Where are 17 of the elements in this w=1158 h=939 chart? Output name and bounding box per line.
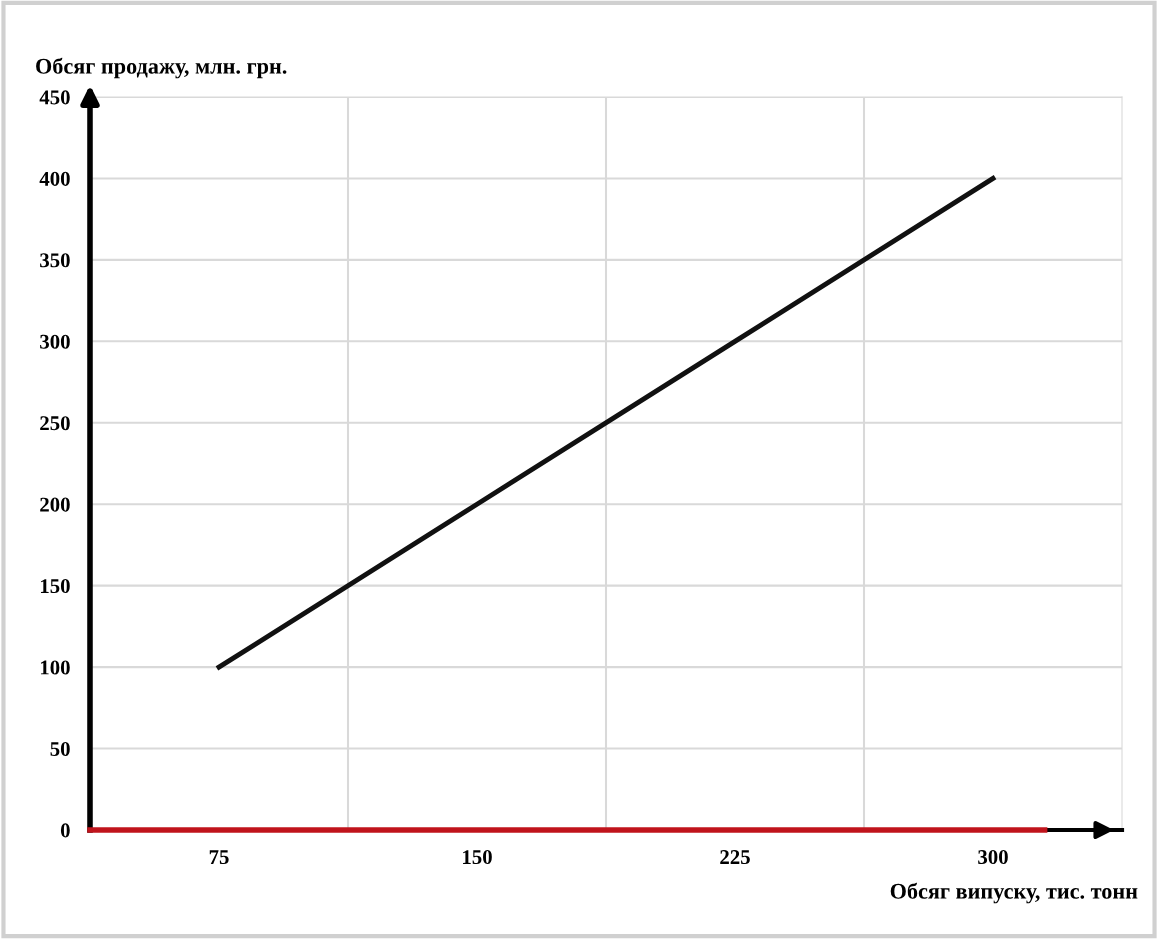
x-axis-title: Обсяг випуску, тис. тонн — [890, 882, 1138, 904]
x-tick-label: 225 — [720, 850, 750, 865]
x-tick-label: 150 — [463, 850, 492, 865]
y-tick-label: 100 — [40, 660, 70, 675]
y-tick-label: 150 — [40, 579, 70, 594]
y-axis-title: Обсяг продажу, млн. грн. — [36, 57, 287, 79]
y-tick-label: 450 — [39, 90, 70, 105]
y-tick-label: 400 — [39, 171, 70, 186]
y-tick-label: 350 — [40, 253, 70, 268]
y-tick-label: 50 — [50, 741, 70, 756]
y-tick-label: 0 — [60, 823, 70, 838]
y-tick-label: 300 — [40, 334, 70, 349]
x-tick-label: 75 — [209, 850, 229, 865]
x-tick-label: 300 — [978, 850, 1008, 865]
line-series — [216, 176, 996, 670]
y-tick-label: 250 — [40, 416, 70, 431]
y-tick-label: 200 — [40, 497, 70, 512]
